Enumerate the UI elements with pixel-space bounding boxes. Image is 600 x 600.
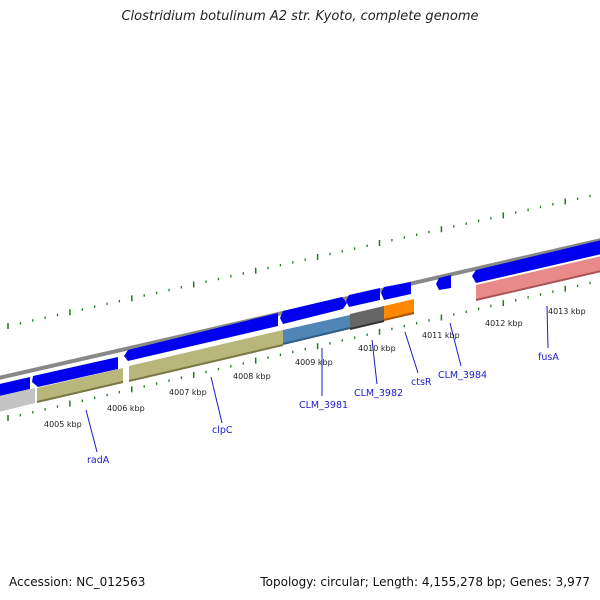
leader-radA [85,409,98,453]
feature-edge [282,327,351,345]
kbp-label: 4006 kbp [107,404,145,413]
gene-label-CLM_3984[interactable]: CLM_3984 [438,370,487,381]
upper-tick-row [7,194,591,329]
genome-summary-text: Topology: circular; Length: 4,155,278 bp… [260,575,590,589]
gene-label-ctsR[interactable]: ctsR [411,377,432,388]
cds-arrow[interactable] [472,238,600,283]
kbp-label: 4009 kbp [295,358,333,367]
cds-arrow[interactable] [381,282,411,300]
feature-edge [475,270,600,301]
feature-edge [383,312,415,321]
kbp-label: 4005 kbp [44,420,82,429]
gene-label-fusA[interactable]: fusA [538,352,559,363]
leader-ctsR [404,331,419,374]
lower-tick-row [7,281,591,421]
cds-arrow[interactable] [280,297,347,324]
feature-bar[interactable] [129,330,283,381]
cds-arrow[interactable] [436,275,451,290]
gene-leaders [85,305,549,453]
leader-clpC [210,376,223,424]
feature-bar[interactable] [350,306,384,329]
kbp-labels: 4005 kbp 4006 kbp 4007 kbp 4008 kbp 4009… [44,307,586,429]
feature-edge [36,381,124,403]
kbp-label: 4008 kbp [233,372,271,381]
map-title: Clostridium botulinum A2 str. Kyoto, com… [121,9,479,24]
gene-label-radA[interactable]: radA [87,455,110,466]
feature-bar[interactable] [283,315,350,344]
cds-arrow[interactable] [346,288,380,307]
feature-edge [349,320,385,330]
cds-arrow[interactable] [124,313,278,361]
feature-bar[interactable] [37,368,123,402]
gene-labels: radA clpC CLM_3981 CLM_3982 ctsR CLM_398… [87,352,559,466]
kbp-label: 4011 kbp [422,331,460,340]
gene-label-clpC[interactable]: clpC [212,425,233,436]
kbp-label: 4010 kbp [358,344,396,353]
gene-label-CLM_3981[interactable]: CLM_3981 [299,400,348,411]
feature-bar[interactable] [476,254,600,300]
feature-track [0,254,600,413]
cds-arrow[interactable] [0,377,30,397]
kbp-label: 4012 kbp [485,319,523,328]
cds-track [0,238,600,397]
leader-CLM_3982 [371,339,378,385]
gene-label-CLM_3982[interactable]: CLM_3982 [354,388,403,399]
feature-edge [128,344,284,382]
cds-arrow[interactable] [32,357,118,387]
kbp-label: 4013 kbp [548,307,586,316]
kbp-label: 4007 kbp [169,388,207,397]
leader-fusA [546,305,549,349]
accession-text: Accession: NC_012563 [9,575,146,589]
feature-bar[interactable] [0,388,35,413]
leader-CLM_3984 [449,322,462,367]
